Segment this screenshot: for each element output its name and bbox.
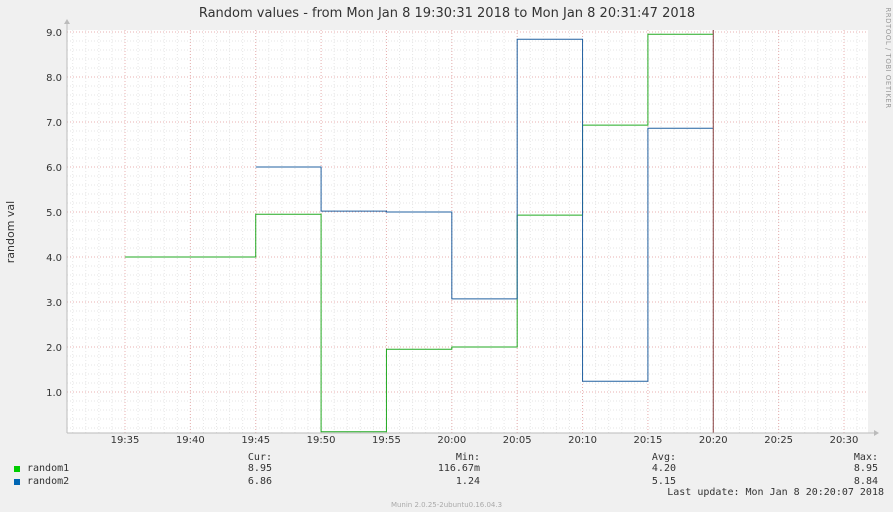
x-tick-label: 20:25: [764, 435, 793, 446]
x-tick-label: 20:05: [503, 435, 532, 446]
legend-max-random2: 8.84: [853, 476, 878, 487]
y-tick-label: 4.0: [46, 253, 62, 264]
munin-version: Munin 2.0.25-2ubuntu0.16.04.3: [390, 501, 503, 509]
plot-area: [67, 30, 868, 433]
y-tick-label: 9.0: [46, 28, 62, 39]
legend-min-random1: 116.67m: [437, 463, 480, 474]
legend-header-min: Min:: [455, 452, 480, 463]
legend-header-avg: Avg:: [651, 452, 676, 463]
legend-min-random2: 1.24: [455, 476, 480, 487]
x-axis-arrow: [874, 430, 879, 436]
legend-header-cur: Cur:: [247, 452, 272, 463]
x-tick-label: 19:55: [372, 435, 401, 446]
x-tick-label: 19:50: [307, 435, 336, 446]
y-axis-arrow: [64, 19, 70, 24]
last-update: Last update: Mon Jan 8 20:20:07 2018: [667, 487, 884, 498]
legend-header-max: Max:: [853, 452, 878, 463]
chart-title: Random values - from Mon Jan 8 19:30:31 …: [199, 6, 695, 21]
y-tick-label: 1.0: [46, 388, 62, 399]
x-tick-label: 20:30: [830, 435, 859, 446]
y-tick-label: 6.0: [46, 163, 62, 174]
legend-swatch-random1: [14, 466, 20, 472]
legend-max-random1: 8.95: [853, 463, 878, 474]
legend-cur-random2: 6.86: [247, 476, 272, 487]
axes: [64, 19, 879, 436]
series-line-random2: [255, 38, 714, 382]
rrdtool-watermark: RRDTOOL / TOBI OETIKER: [884, 7, 892, 108]
legend-name-random1: random1: [27, 463, 70, 474]
legend-name-random2: random2: [27, 476, 70, 487]
legend-cur-random1: 8.95: [247, 463, 272, 474]
legend-swatch-random2: [14, 479, 20, 485]
y-tick-label: 5.0: [46, 208, 62, 219]
y-tick-labels: 1.0 2.0 3.0 4.0 5.0 6.0 7.0 8.0 9.0: [46, 28, 62, 399]
x-tick-label: 20:10: [568, 435, 597, 446]
x-tick-label: 20:15: [633, 435, 662, 446]
y-tick-label: 3.0: [46, 298, 62, 309]
legend-avg-random1: 4.20: [651, 463, 676, 474]
x-tick-labels: 19:35 19:40 19:45 19:50 19:55 20:00 20:05 20:10…: [111, 435, 859, 446]
series-line-random1: [125, 33, 714, 433]
legend-avg-random2: 5.15: [651, 476, 676, 487]
x-tick-label: 19:45: [241, 435, 270, 446]
y-tick-label: 8.0: [46, 73, 62, 84]
x-tick-label: 19:40: [176, 435, 205, 446]
series-layer: [125, 30, 714, 433]
x-tick-label: 19:35: [111, 435, 140, 446]
x-tick-label: 20:20: [699, 435, 728, 446]
y-tick-label: 2.0: [46, 343, 62, 354]
y-tick-label: 7.0: [46, 118, 62, 129]
x-tick-label: 20:00: [437, 435, 466, 446]
y-axis-label: random val: [4, 201, 17, 263]
